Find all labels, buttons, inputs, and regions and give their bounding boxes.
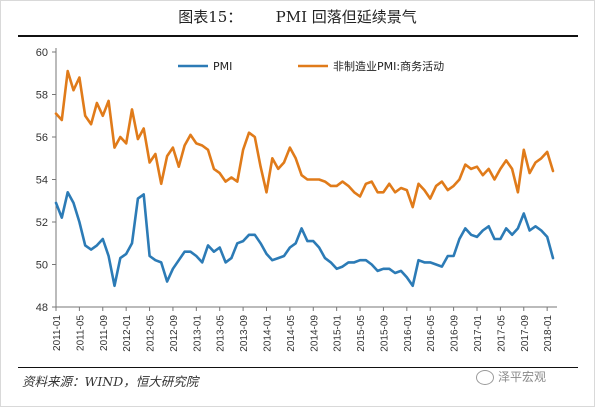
- x-tick-label: 2017-05: [496, 315, 507, 352]
- x-tick-label: 2015-01: [333, 315, 344, 352]
- source-rule: [18, 367, 578, 368]
- y-tick-label: 58: [36, 90, 48, 102]
- x-tick-label: 2016-05: [426, 315, 437, 352]
- x-tick-label: 2014-09: [309, 315, 320, 352]
- wechat-icon: [476, 370, 494, 385]
- y-tick-label: 56: [36, 132, 48, 144]
- x-tick-label: 2011-09: [99, 315, 110, 351]
- x-tick-label: 2015-05: [356, 315, 367, 352]
- source-note: 资料来源：WIND，恒大研究院: [22, 374, 199, 389]
- x-tick-label: 2015-09: [379, 315, 390, 352]
- x-tick-label: 2018-01: [543, 315, 554, 352]
- title-rule: [18, 35, 578, 37]
- x-tick-label: 2012-09: [169, 315, 180, 352]
- series-line-1: [54, 69, 555, 209]
- legend-label-1: 非制造业PMI:商务活动: [333, 59, 444, 73]
- x-tick-label: 2014-01: [262, 315, 273, 352]
- y-tick-label: 60: [36, 47, 48, 59]
- y-tick-label: 48: [36, 302, 48, 314]
- y-tick-label: 54: [36, 175, 48, 187]
- watermark-text: 泽平宏观: [498, 370, 547, 384]
- x-tick-label: 2012-01: [122, 315, 133, 352]
- figure-title: 图表15： PMI 回落但延续景气: [178, 8, 417, 26]
- x-tick-label: 2013-01: [192, 315, 203, 352]
- x-tick-label: 2014-05: [286, 315, 297, 352]
- y-tick-label: 50: [36, 260, 48, 272]
- y-tick-label: 52: [36, 217, 48, 229]
- x-tick-label: 2016-01: [403, 315, 414, 352]
- x-tick-label: 2017-01: [473, 315, 484, 352]
- series-line-0: [54, 191, 555, 288]
- x-tick-label: 2012-05: [146, 315, 157, 352]
- x-tick-label: 2011-01: [52, 315, 63, 351]
- legend-label-0: PMI: [213, 60, 232, 73]
- watermark: 泽平宏观: [476, 368, 546, 385]
- x-tick-label: 2017-09: [520, 315, 531, 352]
- x-tick-label: 2011-05: [75, 315, 86, 351]
- x-tick-label: 2016-09: [450, 315, 461, 352]
- x-tick-label: 2013-09: [239, 315, 250, 352]
- x-tick-label: 2013-05: [216, 315, 227, 352]
